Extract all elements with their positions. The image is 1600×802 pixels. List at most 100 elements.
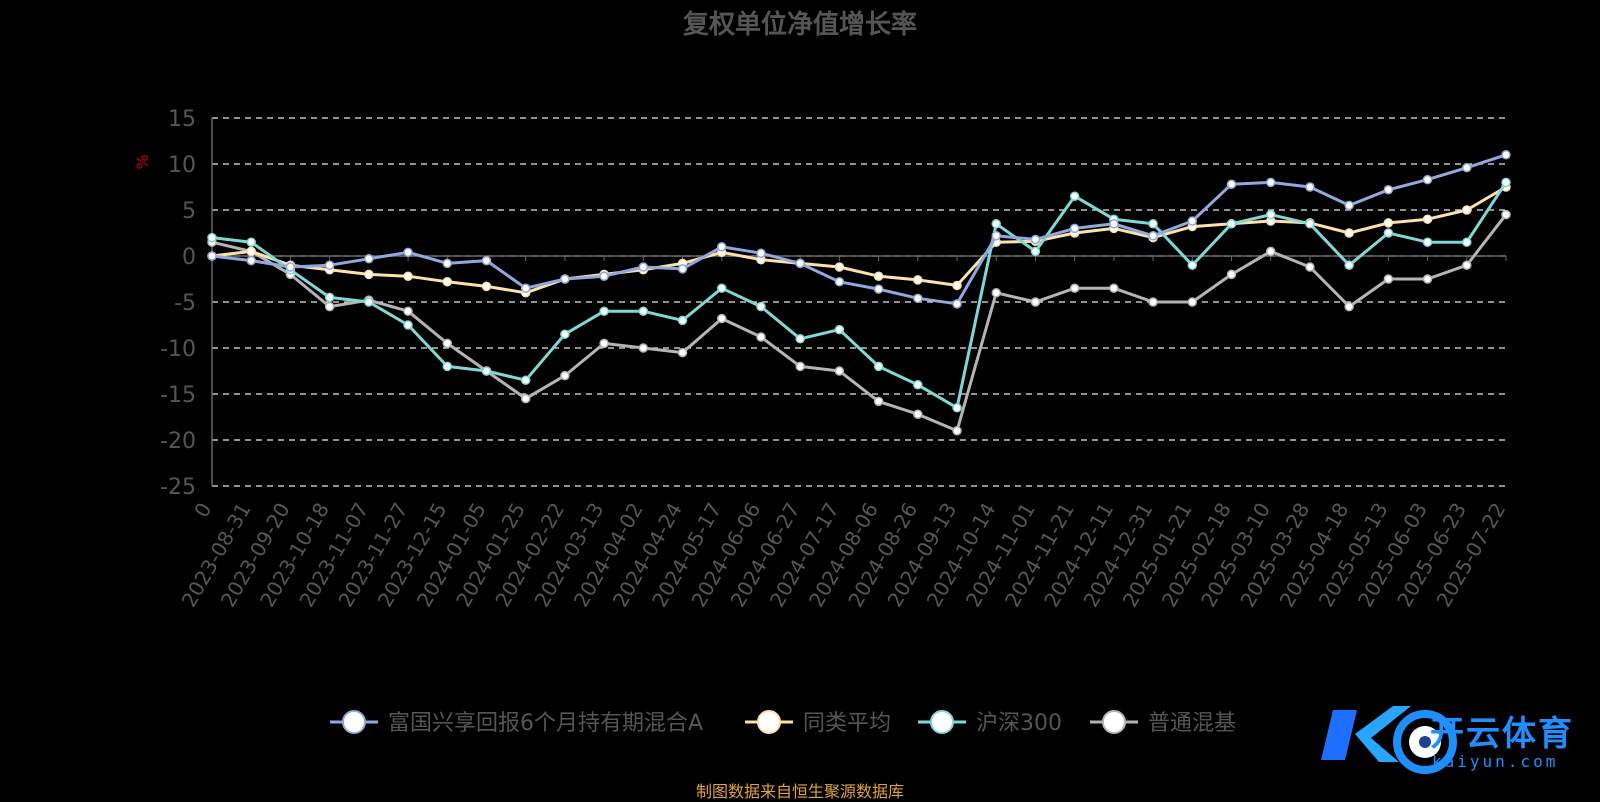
series-layer (207, 150, 1511, 436)
data-point (873, 361, 884, 372)
data-point (1069, 191, 1080, 201)
data-point (599, 271, 609, 281)
legend-item[interactable]: 普通混基 (1090, 710, 1236, 736)
data-point (1148, 231, 1158, 241)
data-point (364, 297, 374, 307)
data-point (442, 277, 453, 287)
data-point (717, 283, 727, 293)
data-point (442, 338, 453, 349)
data-point (638, 262, 649, 272)
data-point (717, 242, 727, 252)
axis-layer: 151050-5-10-15-20-2502023-08-312023-09-2… (160, 107, 1510, 611)
data-point (560, 370, 570, 381)
data-point (481, 281, 492, 292)
y-tick-label: 5 (182, 199, 196, 224)
data-point (1501, 177, 1511, 188)
logo-cn-text: 开云体育 (1430, 714, 1574, 754)
data-point (1109, 219, 1119, 229)
data-point (677, 315, 688, 326)
data-point (560, 329, 570, 339)
data-point (1462, 205, 1472, 215)
data-point (442, 258, 453, 269)
data-point (1030, 297, 1041, 307)
data-point (1226, 179, 1237, 189)
data-point (520, 283, 531, 293)
y-tick-label: -20 (160, 429, 196, 454)
data-point (795, 361, 805, 372)
data-point (638, 306, 649, 316)
data-point (1383, 228, 1394, 238)
data-point (873, 271, 884, 281)
data-point (207, 251, 217, 261)
data-point (324, 260, 335, 270)
data-point (1462, 162, 1472, 173)
legend-marker (1102, 710, 1126, 734)
data-point (756, 332, 766, 342)
legend-label: 普通混基 (1148, 711, 1236, 736)
data-point (1109, 283, 1119, 293)
data-point (1344, 200, 1354, 211)
data-point (1187, 216, 1198, 226)
legend-item[interactable]: 沪深300 (918, 710, 1062, 736)
data-point (1383, 274, 1394, 284)
data-point (207, 232, 217, 243)
data-point (520, 375, 531, 385)
data-point (913, 275, 923, 285)
data-point (834, 277, 845, 287)
data-point (403, 247, 413, 258)
data-point (834, 262, 845, 272)
data-point (1069, 283, 1080, 293)
data-point (1305, 219, 1315, 229)
data-point (520, 393, 531, 404)
data-point (481, 366, 492, 376)
legend-marker (757, 710, 781, 734)
data-point (1422, 237, 1433, 247)
data-point (756, 248, 766, 258)
data-point (246, 255, 256, 266)
data-point (560, 274, 570, 284)
series-line (211, 153, 1507, 306)
y-tick-label: -10 (160, 337, 196, 362)
data-point (364, 269, 374, 280)
data-point (324, 292, 335, 303)
legend-marker (930, 710, 954, 734)
data-point (1344, 301, 1354, 312)
data-point (481, 255, 492, 266)
data-point (1226, 219, 1237, 229)
data-point (403, 306, 413, 316)
data-point (1501, 209, 1511, 220)
data-point (1265, 246, 1276, 257)
data-point (717, 313, 727, 324)
y-tick-label: -5 (174, 291, 196, 316)
data-point (834, 324, 845, 335)
data-point (246, 246, 256, 257)
series-line (211, 185, 1507, 295)
legend[interactable]: 富国兴享回报6个月持有期混合A 同类平均 沪深300 普通混基 (330, 710, 1236, 736)
x-tick-label: 0 (189, 499, 216, 522)
legend-label: 富国兴享回报6个月持有期混合A (388, 711, 703, 736)
data-point (991, 219, 1001, 229)
data-point (1187, 297, 1198, 307)
data-point (1422, 274, 1433, 284)
legend-item[interactable]: 富国兴享回报6个月持有期混合A (330, 710, 703, 736)
data-point (952, 403, 962, 413)
data-point (1265, 209, 1276, 220)
data-source-note: 制图数据来自恒生聚源数据库 (695, 782, 904, 801)
legend-label: 同类平均 (803, 711, 891, 736)
series-line (211, 181, 1508, 410)
data-point (1422, 214, 1433, 224)
data-point (1462, 260, 1472, 270)
data-point (913, 293, 923, 304)
legend-item[interactable]: 同类平均 (745, 710, 891, 736)
data-point (795, 258, 805, 269)
data-point (1030, 246, 1041, 257)
data-point (677, 347, 688, 358)
data-point (1501, 150, 1511, 160)
grid-layer (212, 117, 1506, 487)
data-point (952, 426, 962, 436)
data-point (1462, 237, 1472, 247)
data-point (913, 380, 923, 390)
data-point (599, 338, 609, 349)
chart-title: 复权单位净值增长率 (682, 10, 917, 40)
